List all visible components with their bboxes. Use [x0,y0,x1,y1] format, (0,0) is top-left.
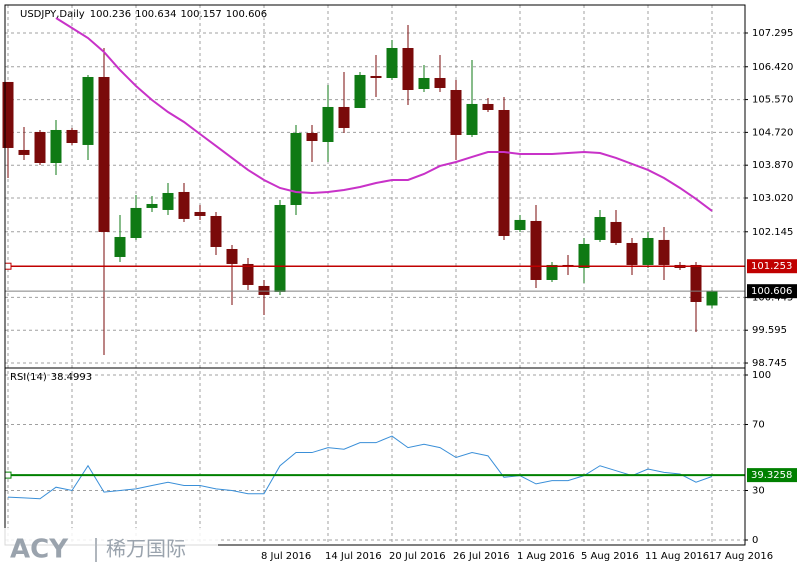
candle-body [322,106,334,142]
x-tick-label: 5 Aug 2016 [581,551,639,562]
y-tick-label: 105.570 [752,95,793,106]
candle-body [146,203,158,208]
watermark-cn: 稀万国际 [106,537,186,561]
y-tick-label: 99.595 [752,325,787,336]
candle-body [578,243,590,268]
candle-body [338,106,350,128]
candle-body [34,131,46,163]
y-tick-label: 30 [752,486,765,497]
candle-body [98,76,110,232]
candle-body [82,76,94,145]
candle-body [402,48,414,90]
open: 100.236 [90,9,131,20]
candle-body [450,89,462,135]
candle-body [18,149,30,155]
candle-body [242,263,254,285]
candle-body [418,77,430,89]
level-label: 39.3258 [751,470,792,481]
candle-body [482,103,494,110]
labels: 8 Jul 2016 14 Jul 2016 20 Jul 2016 26 Jul 2… [261,28,797,562]
y-tick-label: 103.020 [752,193,793,204]
rsi-panel [4,367,746,546]
candle-body [466,103,478,135]
candle-body [690,264,702,302]
candle-body [50,129,62,163]
candle-body [514,219,526,231]
candle-body [226,248,238,264]
rsi-header: RSI(14) 38.4993 [10,372,92,383]
candle-body [642,237,654,265]
y-tick-label: 102.145 [752,227,793,238]
y-tick-label: 98.745 [752,358,787,369]
y-tick-label: 0 [752,535,758,546]
y-tick-label: 100 [752,370,771,381]
candle-body [610,221,622,243]
low: 100.157 [180,9,221,20]
x-tick-label: 14 Jul 2016 [325,551,382,562]
level-box [747,259,797,274]
x-tick-label: 17 Aug 2016 [709,551,773,562]
header: USDJPY,Daily 100.236 100.634 100.157 100.606 [20,9,267,20]
candle-body [386,48,398,78]
candle-body [370,75,382,78]
candle-body [594,216,606,240]
x-tick-label: 20 Jul 2016 [389,551,446,562]
candle-body [434,77,446,88]
candle-body [658,239,670,265]
candle-body [66,129,78,143]
current-price-label: 100.606 [751,286,792,297]
candle-body [178,191,190,219]
watermark-bg [0,528,218,573]
candle-body [194,211,206,216]
x-tick-label: 8 Jul 2016 [261,551,311,562]
candle-body [354,74,366,108]
level-handle [4,262,12,270]
candle-body [114,236,126,257]
x-tick-label: 11 Aug 2016 [645,551,709,562]
y-tick-label: 107.295 [752,28,793,39]
candle-body [546,264,558,280]
candle-body [2,81,14,148]
close: 100.606 [226,9,267,20]
watermark: ACY [10,535,69,565]
rsi-value: 38.4993 [51,372,92,383]
candle-body [530,220,542,280]
candle-body [626,242,638,265]
moving-average [55,17,713,212]
y-tick-label: 70 [752,420,765,431]
candle-body [290,132,302,205]
level-handle [4,471,12,479]
candle-body [498,109,510,236]
rsi-title: RSI(14) [10,372,47,383]
high: 100.634 [135,9,176,20]
candle-body [706,291,718,306]
current-price-box [747,284,797,299]
candle-body [210,215,222,247]
y-tick-label: 106.420 [752,62,793,73]
candle-body [258,285,270,295]
candle-body [274,204,286,292]
y-tick-label: 104.720 [752,127,793,138]
candle-body [306,132,318,141]
symbol: USDJPY,Daily [20,9,85,20]
candle-body [162,192,174,210]
x-tick-label: 26 Jul 2016 [453,551,510,562]
level-label: 101.253 [751,261,792,272]
level-box [747,468,797,483]
plot [2,17,745,500]
x-tick-label: 1 Aug 2016 [517,551,575,562]
rsi-line [7,435,713,500]
y-tick-label: 103.870 [752,160,793,171]
candle-body [130,207,142,238]
